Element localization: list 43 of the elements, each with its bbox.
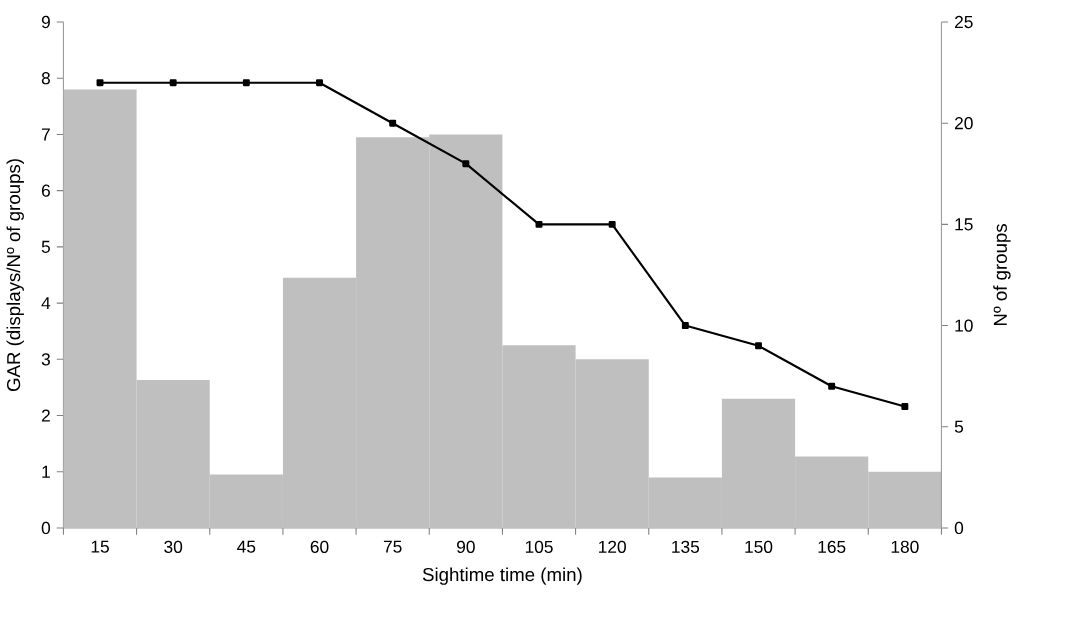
x-axis-title: Sightime time (min) bbox=[422, 567, 582, 585]
point bbox=[681, 322, 689, 330]
y2-tick-label: 15 bbox=[955, 218, 973, 231]
y-axis-title: GAR (displays/Nº of groups) bbox=[6, 159, 24, 392]
point bbox=[901, 403, 909, 411]
point bbox=[608, 220, 616, 228]
y-tick-label: 7 bbox=[41, 128, 50, 141]
y-tick-label: 0 bbox=[41, 521, 51, 535]
point bbox=[316, 79, 323, 87]
y-tick-label: 4 bbox=[41, 297, 51, 310]
x-tick-label: 30 bbox=[164, 540, 183, 553]
y-tick-label: 3 bbox=[41, 353, 50, 366]
x-tick-label: 15 bbox=[91, 540, 109, 553]
y2-tick-label: 5 bbox=[954, 420, 964, 433]
x-tick-label: 135 bbox=[672, 540, 700, 553]
y2-tick-label: 10 bbox=[955, 319, 973, 332]
y2-tick-label: 20 bbox=[955, 117, 973, 130]
x-tick-label: 75 bbox=[383, 540, 402, 553]
y-tick-label: 9 bbox=[41, 15, 50, 29]
y-tick-label: 1 bbox=[42, 465, 50, 478]
y-tick-label: 5 bbox=[41, 240, 50, 253]
y-tick-label: 2 bbox=[41, 409, 50, 422]
x-tick-label: 60 bbox=[310, 540, 329, 553]
point bbox=[96, 79, 104, 87]
x-tick-label: 90 bbox=[457, 540, 475, 553]
y2-tick-label: 25 bbox=[955, 15, 973, 29]
x-tick-label: 45 bbox=[237, 540, 256, 553]
point bbox=[828, 382, 836, 390]
point bbox=[169, 79, 177, 87]
y-tick-label: 6 bbox=[41, 184, 50, 197]
x-tick-label: 180 bbox=[891, 540, 919, 553]
x-tick-label: 165 bbox=[818, 540, 846, 553]
point bbox=[462, 160, 470, 168]
point bbox=[755, 342, 762, 350]
point bbox=[242, 79, 250, 87]
x-tick-label: 105 bbox=[525, 540, 553, 553]
point bbox=[389, 119, 397, 127]
y-tick-label: 8 bbox=[41, 72, 50, 85]
y2-tick-label: 0 bbox=[954, 521, 964, 535]
x-tick-label: 120 bbox=[599, 540, 626, 553]
point bbox=[535, 220, 543, 228]
y2-axis-title: Nº of groups bbox=[993, 224, 1011, 326]
x-tick-label: 150 bbox=[745, 540, 773, 553]
